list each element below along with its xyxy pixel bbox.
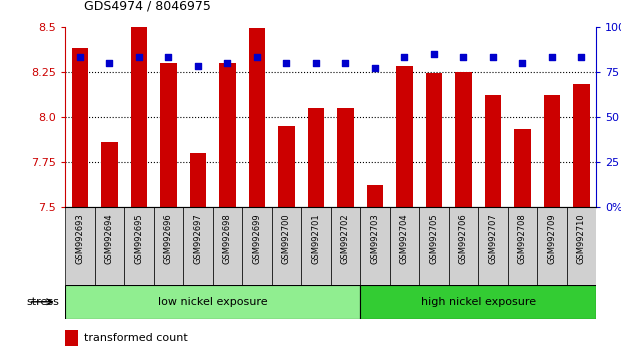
FancyBboxPatch shape: [212, 207, 242, 285]
Text: GSM992708: GSM992708: [518, 213, 527, 264]
Text: GSM992707: GSM992707: [489, 213, 497, 264]
Point: [104, 60, 114, 65]
Text: GSM992703: GSM992703: [371, 213, 379, 264]
Text: high nickel exposure: high nickel exposure: [420, 297, 536, 307]
Text: GSM992701: GSM992701: [312, 213, 320, 264]
FancyBboxPatch shape: [419, 207, 448, 285]
Bar: [426, 74, 442, 207]
FancyBboxPatch shape: [301, 207, 330, 285]
Point: [222, 60, 232, 65]
Point: [252, 55, 262, 60]
FancyBboxPatch shape: [65, 285, 360, 319]
FancyBboxPatch shape: [94, 207, 124, 285]
Bar: [544, 95, 560, 207]
Point: [576, 55, 586, 60]
Text: low nickel exposure: low nickel exposure: [158, 297, 268, 307]
Point: [429, 51, 439, 56]
Text: GDS4974 / 8046975: GDS4974 / 8046975: [84, 0, 211, 12]
FancyBboxPatch shape: [478, 207, 507, 285]
Bar: [65, 330, 78, 346]
Text: GSM992699: GSM992699: [253, 213, 261, 264]
FancyBboxPatch shape: [271, 207, 301, 285]
FancyBboxPatch shape: [183, 207, 212, 285]
FancyBboxPatch shape: [537, 207, 566, 285]
Bar: [190, 153, 206, 207]
Text: GSM992693: GSM992693: [76, 213, 84, 264]
FancyBboxPatch shape: [330, 207, 360, 285]
FancyBboxPatch shape: [65, 207, 94, 285]
Text: GSM992704: GSM992704: [400, 213, 409, 264]
Text: transformed count: transformed count: [84, 333, 188, 343]
Point: [281, 60, 291, 65]
Text: GSM992694: GSM992694: [105, 213, 114, 264]
Bar: [455, 72, 471, 207]
Point: [134, 55, 144, 60]
Text: GSM992705: GSM992705: [430, 213, 438, 264]
FancyBboxPatch shape: [390, 207, 419, 285]
Text: GSM992700: GSM992700: [282, 213, 291, 264]
Point: [399, 55, 409, 60]
Point: [517, 60, 527, 65]
Bar: [396, 66, 412, 207]
Bar: [160, 63, 176, 207]
Text: GSM992709: GSM992709: [548, 213, 556, 264]
Point: [193, 63, 203, 69]
Point: [458, 55, 468, 60]
Bar: [101, 142, 117, 207]
Bar: [514, 130, 530, 207]
Bar: [367, 185, 383, 207]
FancyBboxPatch shape: [154, 207, 183, 285]
FancyBboxPatch shape: [360, 285, 596, 319]
Text: GSM992706: GSM992706: [459, 213, 468, 264]
Bar: [278, 126, 294, 207]
Bar: [131, 27, 147, 207]
FancyBboxPatch shape: [448, 207, 478, 285]
Point: [75, 55, 85, 60]
Bar: [573, 84, 589, 207]
Point: [340, 60, 350, 65]
Text: GSM992702: GSM992702: [341, 213, 350, 264]
FancyBboxPatch shape: [507, 207, 537, 285]
Bar: [219, 63, 235, 207]
Text: GSM992698: GSM992698: [223, 213, 232, 264]
FancyBboxPatch shape: [566, 207, 596, 285]
Text: stress: stress: [26, 297, 59, 307]
Text: GSM992696: GSM992696: [164, 213, 173, 264]
FancyBboxPatch shape: [242, 207, 271, 285]
Point: [370, 65, 380, 71]
Bar: [249, 28, 265, 207]
Point: [547, 55, 557, 60]
Bar: [72, 48, 88, 207]
Bar: [308, 108, 324, 207]
Bar: [337, 108, 353, 207]
Point: [488, 55, 498, 60]
Text: GSM992697: GSM992697: [194, 213, 202, 264]
Point: [311, 60, 321, 65]
Text: GSM992710: GSM992710: [577, 213, 586, 264]
Bar: [485, 95, 501, 207]
Text: GSM992695: GSM992695: [135, 213, 143, 264]
FancyBboxPatch shape: [360, 207, 390, 285]
Point: [163, 55, 173, 60]
FancyBboxPatch shape: [124, 207, 154, 285]
